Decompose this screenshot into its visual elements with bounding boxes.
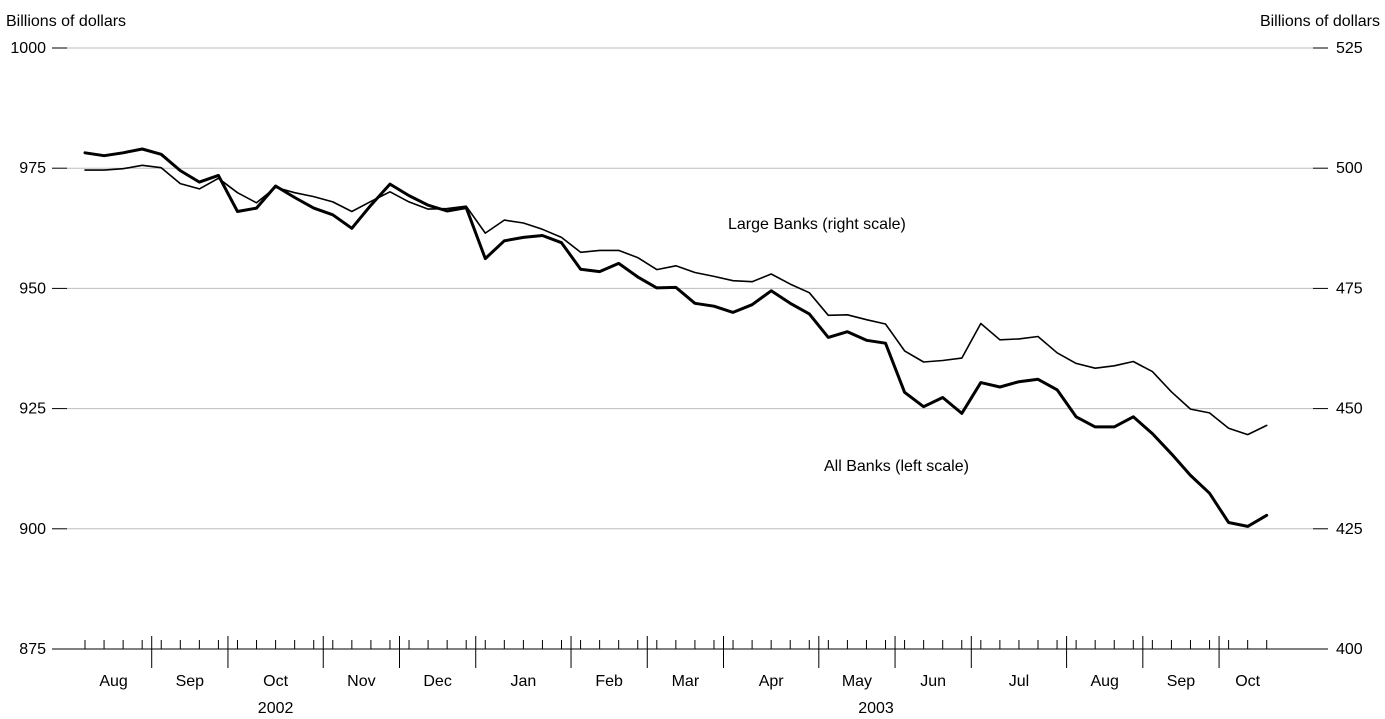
month-label: Jan	[510, 673, 536, 690]
left-tick-label: 925	[19, 401, 46, 418]
left-tick-label: 875	[19, 641, 46, 658]
month-label: Apr	[759, 673, 785, 690]
month-label: Aug	[1090, 673, 1118, 690]
right-axis: 400 425 450 475 500 525	[1313, 40, 1363, 658]
gridlines	[67, 47, 1313, 530]
year-label: 2002	[258, 700, 294, 717]
x-axis: Aug Sep Oct Nov Dec Jan Feb Mar Apr May Jun Jul Aug S…	[67, 636, 1313, 717]
left-tick-label: 900	[19, 521, 46, 538]
left-tick-label: 950	[19, 280, 46, 297]
right-tick-label: 425	[1336, 521, 1363, 538]
month-label: Mar	[672, 673, 700, 690]
month-label: Dec	[423, 673, 451, 690]
year-label: 2003	[858, 700, 894, 717]
all-banks-annotation: All Banks (left scale)	[824, 458, 969, 475]
left-tick-label: 975	[19, 160, 46, 177]
left-axis-label: Billions of dollars	[6, 13, 126, 30]
right-axis-label: Billions of dollars	[1260, 13, 1380, 30]
month-label: Feb	[595, 673, 623, 690]
all-banks-line	[83, 147, 1269, 528]
month-label: Jul	[1009, 673, 1029, 690]
large-banks-annotation: Large Banks (right scale)	[728, 216, 906, 233]
month-label: Oct	[263, 673, 288, 690]
month-label: Oct	[1235, 673, 1260, 690]
left-tick-label: 1000	[10, 40, 46, 57]
right-tick-label: 500	[1336, 160, 1363, 177]
month-label: Sep	[176, 673, 205, 690]
month-label: Jun	[920, 673, 946, 690]
right-tick-label: 450	[1336, 401, 1363, 418]
right-tick-label: 525	[1336, 40, 1363, 57]
series-lines	[83, 147, 1269, 528]
month-label: Sep	[1167, 673, 1196, 690]
month-label: Aug	[99, 673, 127, 690]
large-banks-line	[84, 164, 1268, 436]
right-tick-label: 475	[1336, 280, 1363, 297]
right-tick-label: 400	[1336, 641, 1363, 658]
month-label: Nov	[347, 673, 375, 690]
month-label: May	[842, 673, 872, 690]
left-axis: 875 900 925 950 975 1000	[10, 40, 67, 658]
